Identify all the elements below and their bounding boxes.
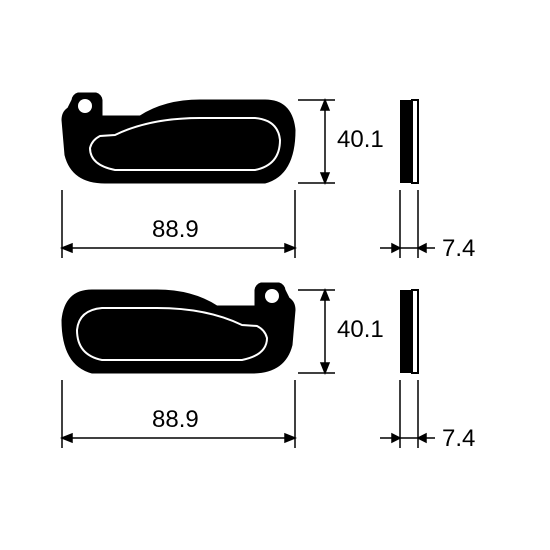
- label-thickness-2: 7.4: [442, 425, 475, 453]
- dim-height-2: [298, 290, 335, 373]
- diagram-container: 40.1 88.9 7.4 40.1 88.9 7.4: [0, 0, 550, 550]
- side-view-bottom: [400, 290, 418, 373]
- label-height-2: 40.1: [337, 316, 384, 344]
- side-view-top: [400, 100, 418, 183]
- dim-thickness-1: [380, 190, 435, 258]
- label-height-1: 40.1: [337, 126, 384, 154]
- dim-height-1: [298, 100, 335, 183]
- brake-pad-top: [62, 93, 295, 183]
- brake-pad-bottom: [62, 283, 295, 373]
- technical-drawing: [0, 0, 550, 550]
- label-width-1: 88.9: [152, 216, 199, 244]
- dim-thickness-2: [380, 380, 435, 448]
- label-width-2: 88.9: [152, 406, 199, 434]
- label-thickness-1: 7.4: [442, 235, 475, 263]
